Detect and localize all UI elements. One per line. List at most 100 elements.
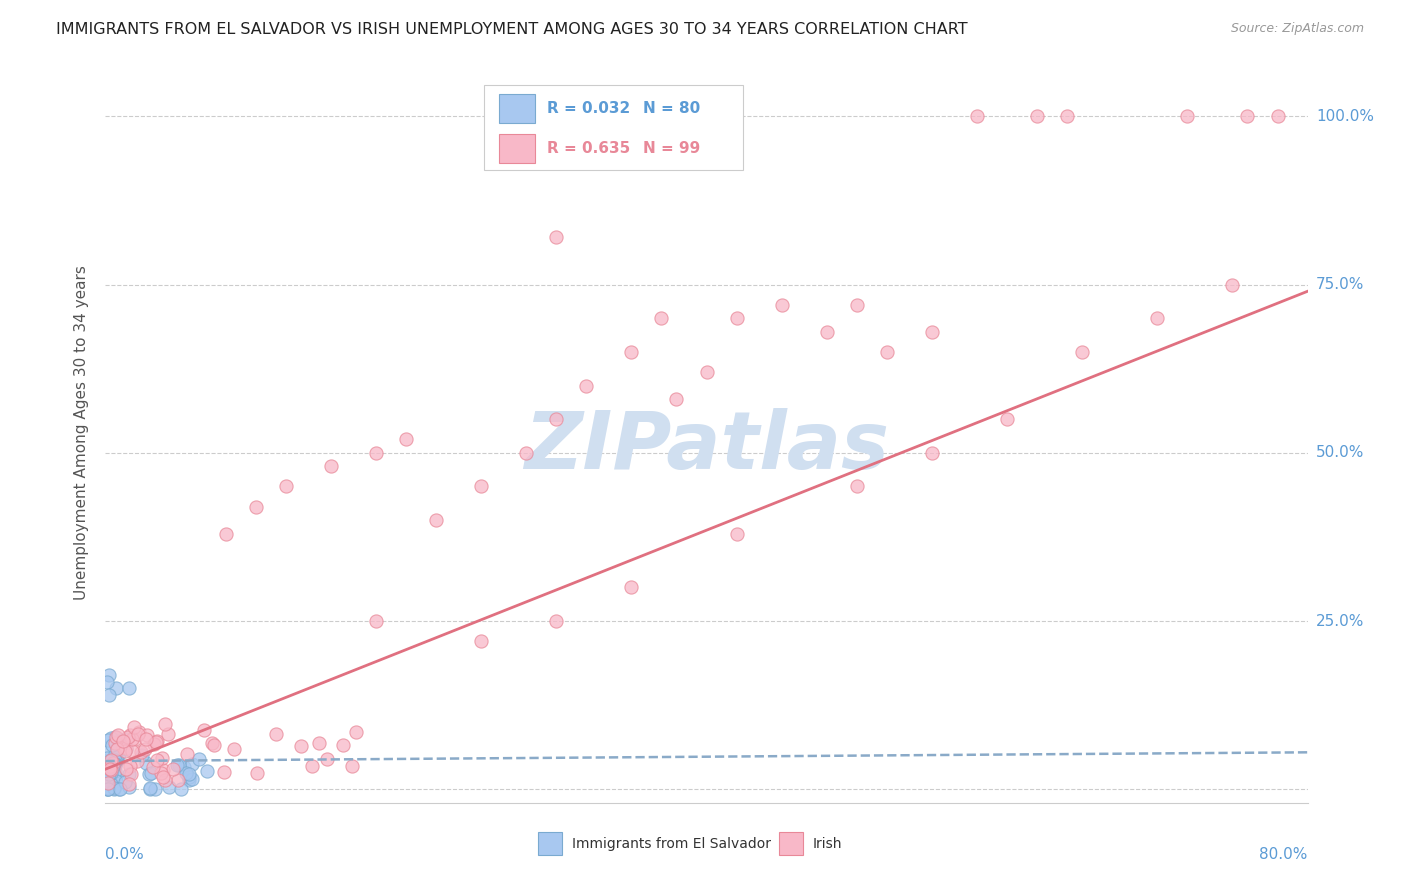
Point bbox=[845, 479, 868, 493]
Point bbox=[308, 736, 330, 750]
Point bbox=[176, 747, 198, 762]
Point bbox=[97, 688, 120, 702]
Point bbox=[100, 731, 122, 746]
Point bbox=[104, 764, 127, 779]
Point bbox=[575, 378, 598, 392]
Bar bbox=[499, 94, 534, 123]
Point bbox=[96, 764, 118, 778]
Point bbox=[143, 782, 166, 797]
Point bbox=[96, 740, 118, 755]
Point bbox=[120, 729, 142, 743]
Point bbox=[100, 763, 122, 777]
Point bbox=[264, 727, 287, 741]
Point bbox=[1056, 109, 1078, 123]
Text: 80.0%: 80.0% bbox=[1260, 847, 1308, 863]
Point bbox=[100, 753, 122, 767]
Point bbox=[995, 412, 1018, 426]
Point bbox=[114, 732, 136, 747]
Point bbox=[1175, 109, 1198, 123]
Point bbox=[166, 757, 188, 772]
Point bbox=[97, 754, 120, 768]
Text: Irish: Irish bbox=[813, 837, 842, 850]
Point bbox=[97, 757, 120, 772]
Bar bbox=[779, 832, 803, 855]
Point bbox=[117, 730, 139, 744]
Point bbox=[212, 765, 235, 780]
Point bbox=[815, 325, 838, 339]
Point bbox=[100, 766, 122, 780]
Point bbox=[395, 433, 418, 447]
Point bbox=[118, 777, 141, 791]
Point bbox=[96, 762, 118, 776]
Point bbox=[128, 725, 150, 739]
Point bbox=[117, 766, 139, 780]
Text: Immigrants from El Salvador: Immigrants from El Salvador bbox=[572, 837, 770, 850]
Point bbox=[1222, 277, 1244, 292]
Point bbox=[104, 769, 127, 783]
Point bbox=[97, 762, 120, 776]
Point bbox=[104, 756, 127, 771]
Point bbox=[845, 298, 868, 312]
Point bbox=[134, 742, 156, 756]
Point bbox=[103, 759, 125, 773]
Point bbox=[153, 772, 176, 787]
Point bbox=[125, 754, 148, 768]
Point bbox=[108, 782, 131, 797]
Point bbox=[117, 780, 139, 795]
Point bbox=[149, 766, 172, 780]
Point bbox=[364, 614, 387, 628]
Point bbox=[103, 757, 125, 772]
Text: 50.0%: 50.0% bbox=[1316, 445, 1364, 460]
Point bbox=[204, 738, 226, 752]
Point bbox=[1071, 344, 1094, 359]
Point bbox=[131, 747, 153, 762]
Text: N = 80: N = 80 bbox=[643, 101, 700, 116]
Point bbox=[108, 747, 131, 761]
Point bbox=[97, 782, 120, 797]
Text: Source: ZipAtlas.com: Source: ZipAtlas.com bbox=[1230, 22, 1364, 36]
Point bbox=[104, 731, 127, 745]
Point bbox=[546, 230, 568, 244]
Point bbox=[104, 751, 127, 765]
Point bbox=[96, 782, 118, 797]
Point bbox=[122, 720, 145, 734]
Point bbox=[170, 782, 193, 797]
Point bbox=[135, 731, 157, 746]
Bar bbox=[499, 134, 534, 163]
Point bbox=[96, 761, 118, 775]
Point bbox=[315, 752, 337, 766]
Point bbox=[101, 756, 124, 771]
Point bbox=[118, 758, 141, 772]
Point bbox=[155, 717, 177, 731]
Point bbox=[100, 764, 122, 779]
Point bbox=[138, 780, 160, 795]
Point bbox=[725, 526, 748, 541]
Point bbox=[174, 766, 197, 780]
Point bbox=[114, 744, 136, 758]
Point bbox=[121, 744, 143, 758]
Point bbox=[214, 526, 236, 541]
Point bbox=[121, 731, 143, 746]
Text: 25.0%: 25.0% bbox=[1316, 614, 1364, 629]
Point bbox=[179, 773, 201, 788]
Point bbox=[921, 446, 943, 460]
Point bbox=[97, 733, 120, 747]
Point bbox=[129, 745, 152, 759]
Point bbox=[425, 513, 447, 527]
Point bbox=[181, 772, 204, 787]
Point bbox=[246, 765, 269, 780]
Point bbox=[1267, 109, 1289, 123]
Point bbox=[364, 446, 387, 460]
Point bbox=[104, 747, 127, 761]
Point bbox=[97, 776, 120, 790]
Point bbox=[112, 733, 135, 747]
Point bbox=[103, 782, 125, 797]
Point bbox=[332, 738, 354, 752]
Point bbox=[97, 668, 120, 682]
Point bbox=[118, 681, 141, 696]
Point bbox=[96, 756, 118, 771]
Point bbox=[104, 756, 127, 771]
Point bbox=[546, 614, 568, 628]
Point bbox=[145, 753, 167, 767]
Point bbox=[650, 311, 672, 326]
